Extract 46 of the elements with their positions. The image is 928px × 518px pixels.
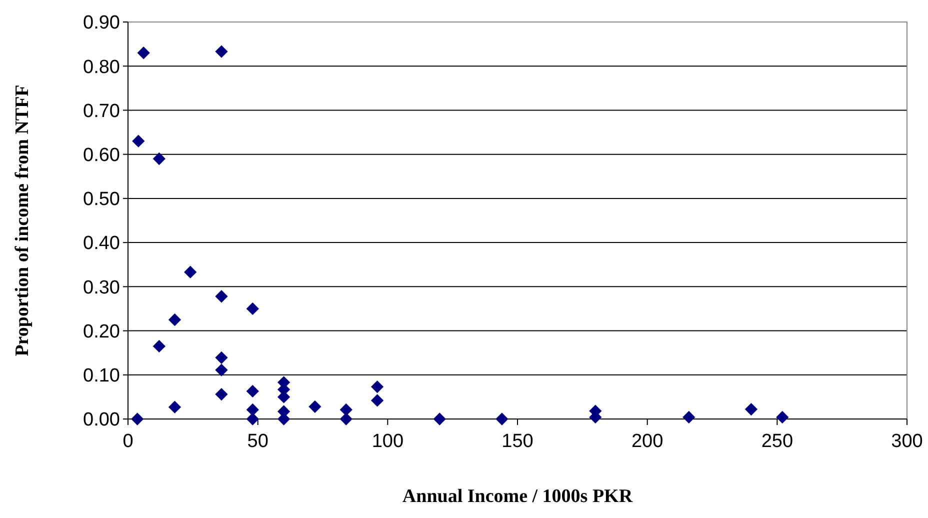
point xyxy=(308,400,322,413)
point xyxy=(682,410,696,424)
point xyxy=(246,302,259,316)
point xyxy=(496,412,508,426)
point xyxy=(433,412,446,426)
point xyxy=(246,412,259,426)
point xyxy=(168,313,182,326)
y-tick-label: 0.10 xyxy=(83,366,120,387)
point xyxy=(744,402,758,416)
point xyxy=(215,364,228,376)
y-tick-label: 0.70 xyxy=(83,100,120,122)
point xyxy=(340,412,352,426)
x-tick-label: 50 xyxy=(247,431,268,452)
y-tick-label: 0.40 xyxy=(83,233,120,254)
point xyxy=(340,403,352,416)
point xyxy=(215,351,228,364)
point xyxy=(776,410,789,424)
point xyxy=(137,46,150,60)
y-tick-label: 0.80 xyxy=(83,56,120,78)
x-axis-title: Annual Income / 1000s PKR xyxy=(402,486,633,507)
x-tick-label: 300 xyxy=(891,431,923,452)
point xyxy=(168,400,182,414)
point xyxy=(152,340,166,353)
point xyxy=(370,394,384,407)
x-tick-label: 200 xyxy=(631,431,664,452)
y-tick-label: 0.30 xyxy=(83,277,120,298)
point xyxy=(246,384,259,398)
point xyxy=(215,388,228,401)
point xyxy=(215,45,228,58)
point xyxy=(132,134,145,148)
y-tick-label: 0.50 xyxy=(83,189,120,210)
x-tick-label: 150 xyxy=(502,431,534,452)
x-tick-label: 0 xyxy=(122,431,134,452)
x-tick-label: 100 xyxy=(372,431,404,452)
y-tick-label: 0.00 xyxy=(83,410,120,431)
point xyxy=(215,290,228,303)
point xyxy=(184,266,197,278)
point xyxy=(370,380,384,394)
y-axis-title: Proportion of income from NTFF xyxy=(12,84,33,356)
point xyxy=(152,152,166,166)
y-tick-label: 0.90 xyxy=(83,12,120,34)
x-tick-label: 250 xyxy=(761,431,794,452)
y-tick-label: 0.20 xyxy=(83,321,120,342)
point xyxy=(246,403,259,416)
y-tick-label: 0.60 xyxy=(83,144,120,166)
point xyxy=(131,412,144,426)
